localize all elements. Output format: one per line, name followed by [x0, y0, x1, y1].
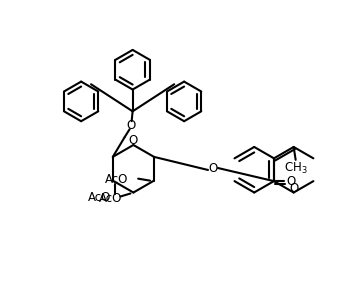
Text: O: O	[126, 119, 135, 132]
Text: AcO: AcO	[105, 173, 128, 186]
Text: O: O	[129, 134, 138, 146]
Text: AcO: AcO	[88, 191, 112, 204]
Text: O: O	[208, 162, 218, 176]
Text: CH$_3$: CH$_3$	[284, 161, 308, 176]
Text: O: O	[286, 175, 295, 188]
Text: AcO: AcO	[99, 192, 122, 205]
Text: O: O	[289, 182, 298, 195]
